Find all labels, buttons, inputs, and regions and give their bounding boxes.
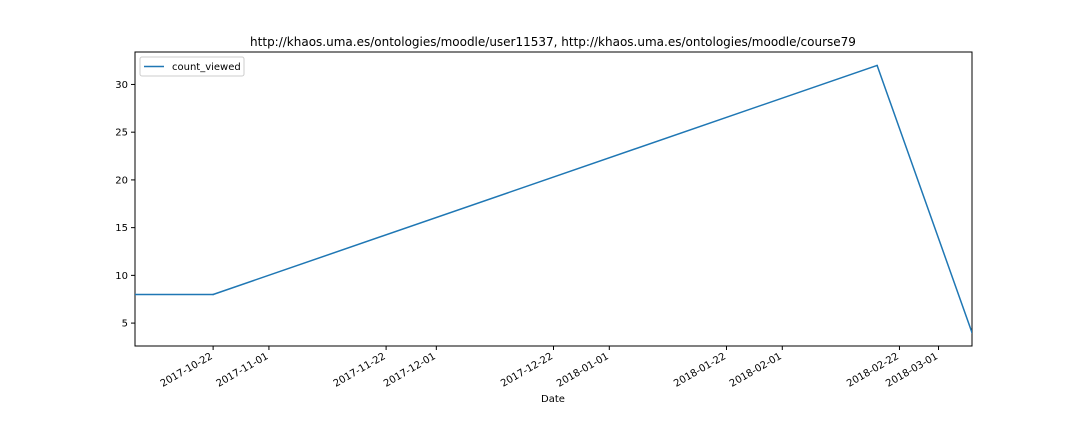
- legend-entry: count_viewed: [172, 62, 241, 73]
- y-axis: 5 10 15 20 25 30: [115, 80, 135, 330]
- x-tick-label: 2017-12-22: [499, 351, 555, 390]
- x-tick-label: 2018-01-22: [672, 351, 728, 390]
- x-tick-label: 2017-12-01: [382, 351, 438, 390]
- y-tick-label: 20: [115, 175, 128, 186]
- y-tick-label: 30: [115, 80, 128, 91]
- x-tick-label: 2017-11-01: [215, 351, 271, 390]
- data-point: [971, 331, 972, 334]
- y-tick-label: 15: [115, 223, 128, 234]
- plot-area: [134, 51, 973, 347]
- x-tick-label: 2017-10-22: [159, 351, 215, 390]
- y-tick-label: 5: [122, 319, 128, 330]
- x-tick-label: 2018-02-01: [728, 351, 784, 390]
- x-tick-label: 2017-11-22: [332, 351, 388, 390]
- data-point: [135, 293, 136, 296]
- data-point: [212, 293, 214, 296]
- x-tick-label: 2018-01-01: [555, 351, 611, 390]
- series-line-count_viewed: [135, 64, 972, 333]
- y-tick-label: 25: [115, 128, 128, 139]
- legend: count_viewed: [139, 56, 245, 77]
- data-point: [876, 64, 878, 67]
- chart-title: http://khaos.uma.es/ontologies/moodle/us…: [250, 35, 856, 49]
- x-axis-label: Date: [541, 394, 565, 405]
- legend-frame: [139, 56, 245, 77]
- series-group: [135, 64, 972, 334]
- y-tick-label: 10: [115, 271, 128, 282]
- x-axis: 2017-10-22 2017-11-01 2017-11-222017-12-01…: [159, 346, 940, 390]
